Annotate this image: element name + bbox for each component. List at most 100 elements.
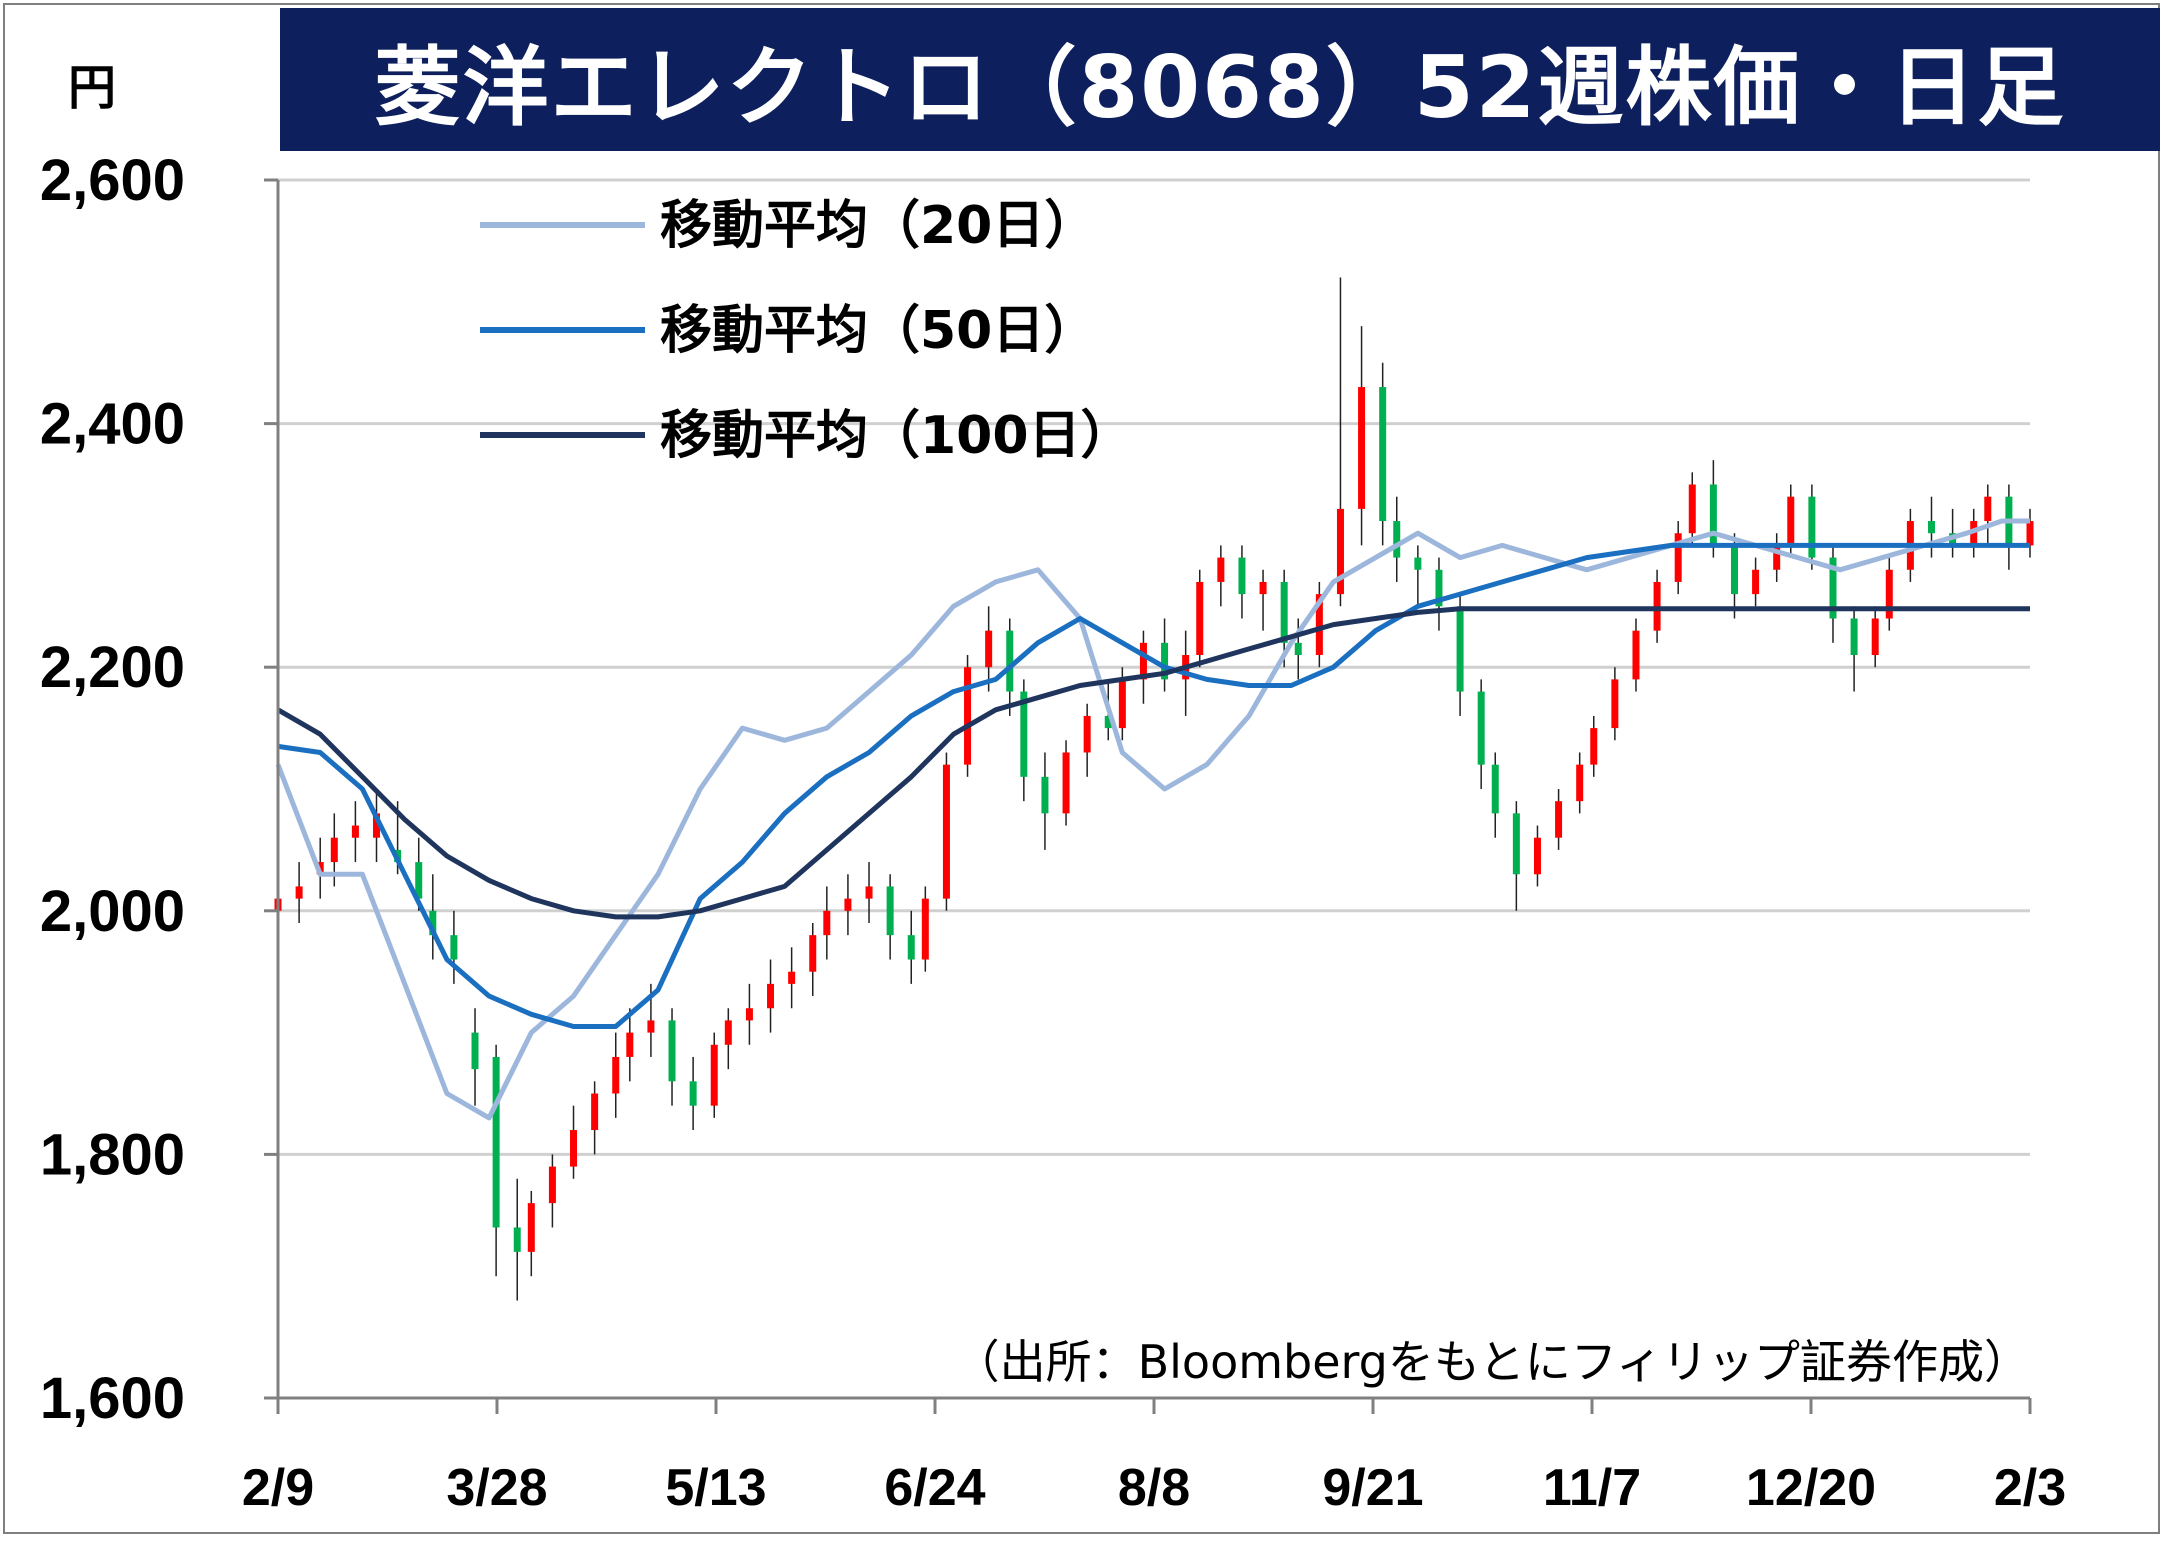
y-tick-label: 2,000 — [40, 879, 185, 944]
candle-body — [548, 1166, 556, 1204]
candle-body — [1477, 691, 1485, 765]
candle-body — [1555, 801, 1563, 838]
candle-body — [429, 910, 437, 936]
candle-body — [942, 764, 950, 899]
candle-body — [1104, 715, 1112, 729]
candle-body — [612, 1056, 620, 1094]
candle-body — [1435, 569, 1443, 607]
candle-body — [1379, 387, 1387, 522]
y-axis-unit: 円 — [68, 60, 117, 116]
candle-body — [907, 935, 915, 960]
candle-body — [1576, 764, 1584, 802]
moving-average-lines — [275, 518, 2030, 1121]
candle-body — [1611, 679, 1619, 729]
legend: 移動平均（20日） 移動平均（50日） 移動平均（100日） — [480, 196, 1133, 466]
candle-body — [570, 1130, 578, 1167]
legend-label: 移動平均（50日） — [660, 301, 1096, 361]
chart-frame — [3, 3, 2160, 1534]
source-note: （出所：Bloombergをもとにフィリップ証券作成） — [954, 1335, 2030, 1389]
candle-body — [788, 971, 796, 984]
candle-body — [1118, 679, 1126, 729]
candle-body — [1688, 484, 1696, 534]
candle-body — [647, 1020, 655, 1033]
candle-body — [1238, 557, 1246, 595]
candle-body — [809, 935, 817, 972]
candle-body — [1336, 508, 1344, 595]
candle-body — [591, 1093, 599, 1131]
candle-body — [1315, 594, 1323, 656]
ma-line-2 — [277, 542, 2030, 1029]
candle-body — [626, 1032, 634, 1057]
legend-label: 移動平均（20日） — [660, 196, 1096, 256]
candle-body — [1829, 557, 1837, 619]
candle-body — [865, 886, 873, 899]
candle-body — [1885, 569, 1893, 619]
x-tick-label: 3/28 — [446, 1459, 547, 1517]
candle-body — [471, 1032, 479, 1070]
x-tick-label: 5/13 — [665, 1459, 766, 1517]
candle-body — [1752, 569, 1760, 595]
candle-body — [1294, 642, 1302, 656]
candle-body — [492, 1056, 500, 1228]
candle-body — [1590, 728, 1598, 765]
y-tick-label: 2,200 — [40, 635, 185, 700]
candle-body — [1259, 581, 1267, 595]
candle-body — [1709, 484, 1717, 546]
candle-body — [710, 1044, 718, 1106]
legend-label: 移動平均（100日） — [660, 406, 1133, 466]
gridlines — [278, 178, 2030, 1156]
candle-body — [450, 935, 458, 960]
x-tick-label: 8/8 — [1118, 1459, 1190, 1517]
axes: 2,600 2,400 2,200 2,000 1,800 1,600 2/9 3/28 5/1… — [40, 148, 2066, 1517]
x-tick-label: 2/9 — [242, 1459, 314, 1517]
x-tick-label: 12/20 — [1746, 1459, 1876, 1517]
y-tick-label: 1,600 — [40, 1366, 185, 1431]
candle-body — [1041, 776, 1049, 814]
candle-body — [1414, 557, 1422, 570]
candlesticks — [274, 277, 2034, 1301]
candle-body — [1984, 496, 1992, 522]
candle-body — [1393, 521, 1401, 558]
candle-body — [1674, 533, 1682, 582]
candle-body — [1787, 496, 1795, 546]
candle-body — [1006, 630, 1014, 692]
candle-body — [1533, 837, 1541, 875]
candle-body — [351, 825, 359, 838]
candle-body — [689, 1081, 697, 1106]
candle-body — [330, 837, 338, 863]
candle-body — [1730, 545, 1738, 595]
candle-body — [1491, 764, 1499, 814]
candle-body — [1083, 715, 1091, 753]
candle-body — [844, 898, 852, 911]
candle-body — [1139, 642, 1147, 680]
candle-body — [1062, 752, 1070, 814]
candle-body — [1850, 618, 1858, 656]
x-tick-label: 11/7 — [1543, 1459, 1641, 1517]
candle-body — [724, 1020, 732, 1045]
candle-body — [921, 898, 929, 960]
candle-body — [415, 862, 423, 899]
y-tick-label: 1,800 — [40, 1122, 185, 1187]
candle-body — [1358, 387, 1366, 509]
candle-body — [745, 1008, 753, 1021]
candle-body — [668, 1020, 676, 1082]
candle-body — [1808, 496, 1816, 558]
candle-body — [373, 813, 381, 838]
candle-body — [1927, 521, 1935, 534]
candle-body — [527, 1203, 535, 1252]
candle-body — [295, 886, 303, 899]
candle-body — [886, 886, 894, 936]
x-tick-label: 6/24 — [884, 1459, 985, 1517]
candle-body — [1161, 642, 1169, 680]
ma-line-3 — [276, 606, 2030, 920]
candle-body — [1456, 606, 1464, 692]
candle-body — [1512, 813, 1520, 875]
candle-body — [1871, 618, 1879, 656]
candle-body — [1280, 581, 1288, 643]
candle-body — [985, 630, 993, 668]
candle-body — [513, 1227, 521, 1252]
chart-title: 菱洋エレクトロ（8068）52週株価・日足 — [280, 8, 2160, 151]
x-tick-label: 2/3 — [1994, 1459, 2066, 1517]
